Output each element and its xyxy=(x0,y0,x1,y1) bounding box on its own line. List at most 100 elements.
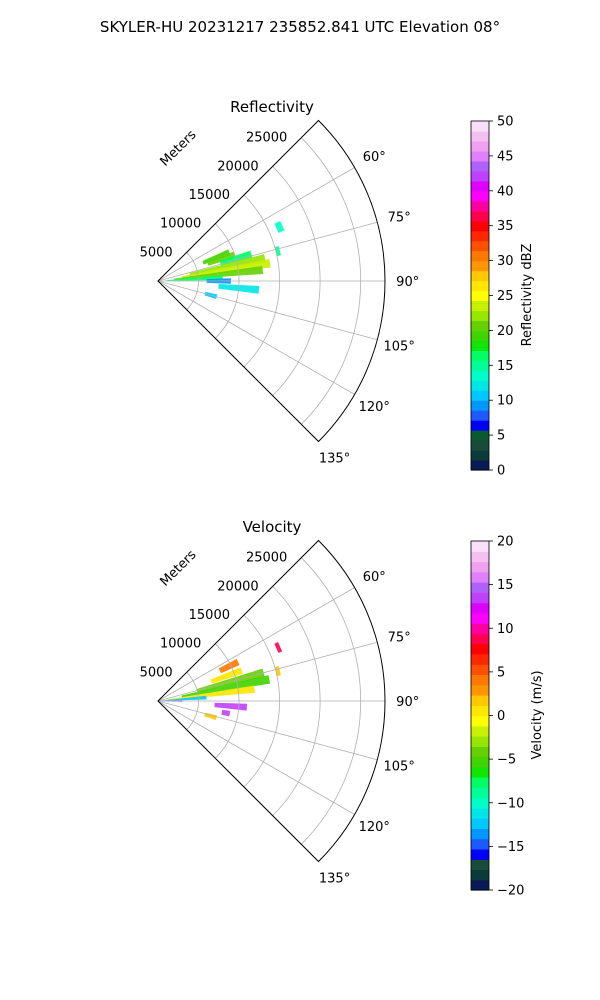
velocity-azimuth-spoke-0 xyxy=(157,587,355,702)
reflectivity-echo-region-11 xyxy=(274,245,282,257)
reflectivity-colorbar-band-3 xyxy=(471,430,489,441)
reflectivity-colorbar-band-27 xyxy=(471,190,489,202)
figure-suptitle: SKYLER-HU 20231217 235852.841 UTC Elevat… xyxy=(100,18,500,36)
velocity-azimuth-tick-label-5: 135° xyxy=(319,872,350,887)
reflectivity-echo-region-1 xyxy=(207,251,236,266)
velocity-colorbar-band-32 xyxy=(471,551,489,563)
reflectivity-colorbar-band-20 xyxy=(471,260,489,272)
reflectivity-colorbar-band-9 xyxy=(471,370,489,381)
velocity-sector-plot: 5000 10000 15000 20000 25000 60° 75° 90° 105° 120… xyxy=(140,539,419,887)
reflectivity-echo-region-10 xyxy=(274,220,285,233)
reflectivity-azimuth-tick-label-3: 105° xyxy=(384,340,415,355)
reflectivity-colorbar-band-0 xyxy=(471,460,489,471)
velocity-radial-tick-label-3: 20000 xyxy=(217,579,258,594)
reflectivity-colorbar-band-25 xyxy=(471,210,489,222)
velocity-azimuth-spoke-3 xyxy=(157,700,378,761)
reflectivity-colorbar-band-1 xyxy=(471,450,489,461)
reflectivity-colorbar-tick-label-10: 50 xyxy=(497,115,514,130)
reflectivity-colorbar-band-21 xyxy=(471,250,489,262)
reflectivity-radial-tick-label-4: 25000 xyxy=(246,131,287,146)
velocity-title: Velocity xyxy=(243,518,302,536)
reflectivity-colorbar-band-22 xyxy=(471,240,489,252)
reflectivity-colorbar-band-16 xyxy=(471,300,489,312)
velocity-colorbar-band-7 xyxy=(471,807,489,819)
velocity-colorbar-band-17 xyxy=(471,705,489,717)
velocity-colorbar-tick-label-2: −10 xyxy=(497,796,524,811)
reflectivity-colorbar-band-14 xyxy=(471,320,489,331)
velocity-colorbar-band-19 xyxy=(471,684,489,696)
velocity-colorbar-label: Velocity (m/s) xyxy=(530,670,545,759)
reflectivity-azimuth-tick-label-5: 135° xyxy=(319,452,350,467)
velocity-colorbar-band-24 xyxy=(471,633,489,645)
reflectivity-colorbar-band-2 xyxy=(471,440,489,451)
reflectivity-colorbar-band-11 xyxy=(471,350,489,361)
reflectivity-colorbar-band-26 xyxy=(471,200,489,212)
velocity-colorbar-tick-label-3: −5 xyxy=(497,753,516,768)
velocity-echo-region-0 xyxy=(218,658,240,674)
velocity-echo-region-3 xyxy=(181,675,271,698)
velocity-colorbar-tick-label-6: 10 xyxy=(497,622,514,637)
velocity-azimuth-spoke-1 xyxy=(157,641,378,702)
reflectivity-colorbar-band-30 xyxy=(471,160,489,172)
velocity-colorbar-band-10 xyxy=(471,777,489,788)
reflectivity-colorbar-tick-label-6: 30 xyxy=(497,254,514,269)
reflectivity-azimuth-spoke-0 xyxy=(157,167,355,282)
velocity-azimuth-tick-label-0: 60° xyxy=(363,570,386,585)
velocity-colorbar-band-23 xyxy=(471,643,489,655)
velocity-radial-tick-label-4: 25000 xyxy=(246,551,287,566)
velocity-echo-region-11 xyxy=(274,665,282,677)
velocity-colorbar-band-12 xyxy=(471,756,489,768)
velocity-colorbar-band-33 xyxy=(471,541,489,552)
velocity-colorbar-band-16 xyxy=(471,715,489,727)
velocity-sector-frame xyxy=(157,539,386,863)
reflectivity-sector-frame xyxy=(157,119,386,443)
velocity-azimuth-spoke-4 xyxy=(157,700,355,815)
velocity-echo-region-1 xyxy=(210,667,243,684)
reflectivity-colorbar-band-8 xyxy=(471,380,489,391)
reflectivity-colorbar-tick-label-8: 40 xyxy=(497,184,514,199)
velocity-colorbar-band-31 xyxy=(471,561,489,573)
reflectivity-colorbar-tick-label-1: 5 xyxy=(497,429,505,444)
reflectivity-colorbar-band-18 xyxy=(471,280,489,292)
reflectivity-colorbar-tick-label-2: 10 xyxy=(497,394,514,409)
velocity-colorbar-tick-label-7: 15 xyxy=(497,578,514,593)
velocity-echo-region-10 xyxy=(274,641,283,653)
reflectivity-colorbar-band-29 xyxy=(471,170,489,182)
reflectivity-echo-region-0 xyxy=(202,249,231,265)
reflectivity-colorbar-band-23 xyxy=(471,230,489,242)
reflectivity-azimuth-spoke-4 xyxy=(157,280,355,395)
velocity-colorbar-band-8 xyxy=(471,797,489,809)
reflectivity-colorbar-band-34 xyxy=(471,121,489,132)
reflectivity-colorbar-band-4 xyxy=(471,420,489,431)
velocity-radial-tick-label-2: 15000 xyxy=(189,608,230,623)
reflectivity-radial-tick-label-3: 20000 xyxy=(217,159,258,174)
reflectivity-colorbar-band-7 xyxy=(471,390,489,401)
velocity-echo-region-8 xyxy=(221,709,231,717)
reflectivity-colorbar-tick-label-9: 45 xyxy=(497,149,514,164)
velocity-radial-tick-label-0: 5000 xyxy=(140,665,173,680)
reflectivity-colorbar-band-32 xyxy=(471,140,489,152)
velocity-colorbar-band-28 xyxy=(471,592,489,604)
velocity-colorbar-band-22 xyxy=(471,653,489,665)
velocity-colorbar-tick-label-5: 5 xyxy=(497,665,505,680)
reflectivity-colorbar-band-12 xyxy=(471,340,489,351)
velocity-colorbar-band-21 xyxy=(471,664,489,676)
velocity-echo-region-5 xyxy=(162,695,207,701)
reflectivity-colorbar-tick-label-4: 20 xyxy=(497,324,514,339)
velocity-azimuth-tick-label-4: 120° xyxy=(359,820,390,835)
reflectivity-echo-region-3 xyxy=(189,254,266,276)
velocity-colorbar-band-20 xyxy=(471,674,489,686)
reflectivity-colorbar-band-19 xyxy=(471,270,489,282)
reflectivity-colorbar-band-28 xyxy=(471,180,489,192)
velocity-colorbar-band-25 xyxy=(471,623,489,634)
velocity-colorbar-band-1 xyxy=(471,869,489,881)
velocity-colorbar-band-30 xyxy=(471,571,489,583)
reflectivity-azimuth-spoke-1 xyxy=(157,221,378,282)
reflectivity-colorbar-tick-label-7: 35 xyxy=(497,219,514,234)
velocity-colorbar-band-5 xyxy=(471,828,489,840)
reflectivity-colorbar-band-13 xyxy=(471,330,489,341)
reflectivity-colorbar-band-6 xyxy=(471,400,489,411)
reflectivity-azimuth-tick-label-1: 75° xyxy=(388,210,411,225)
velocity-echo-region-4 xyxy=(166,685,255,701)
